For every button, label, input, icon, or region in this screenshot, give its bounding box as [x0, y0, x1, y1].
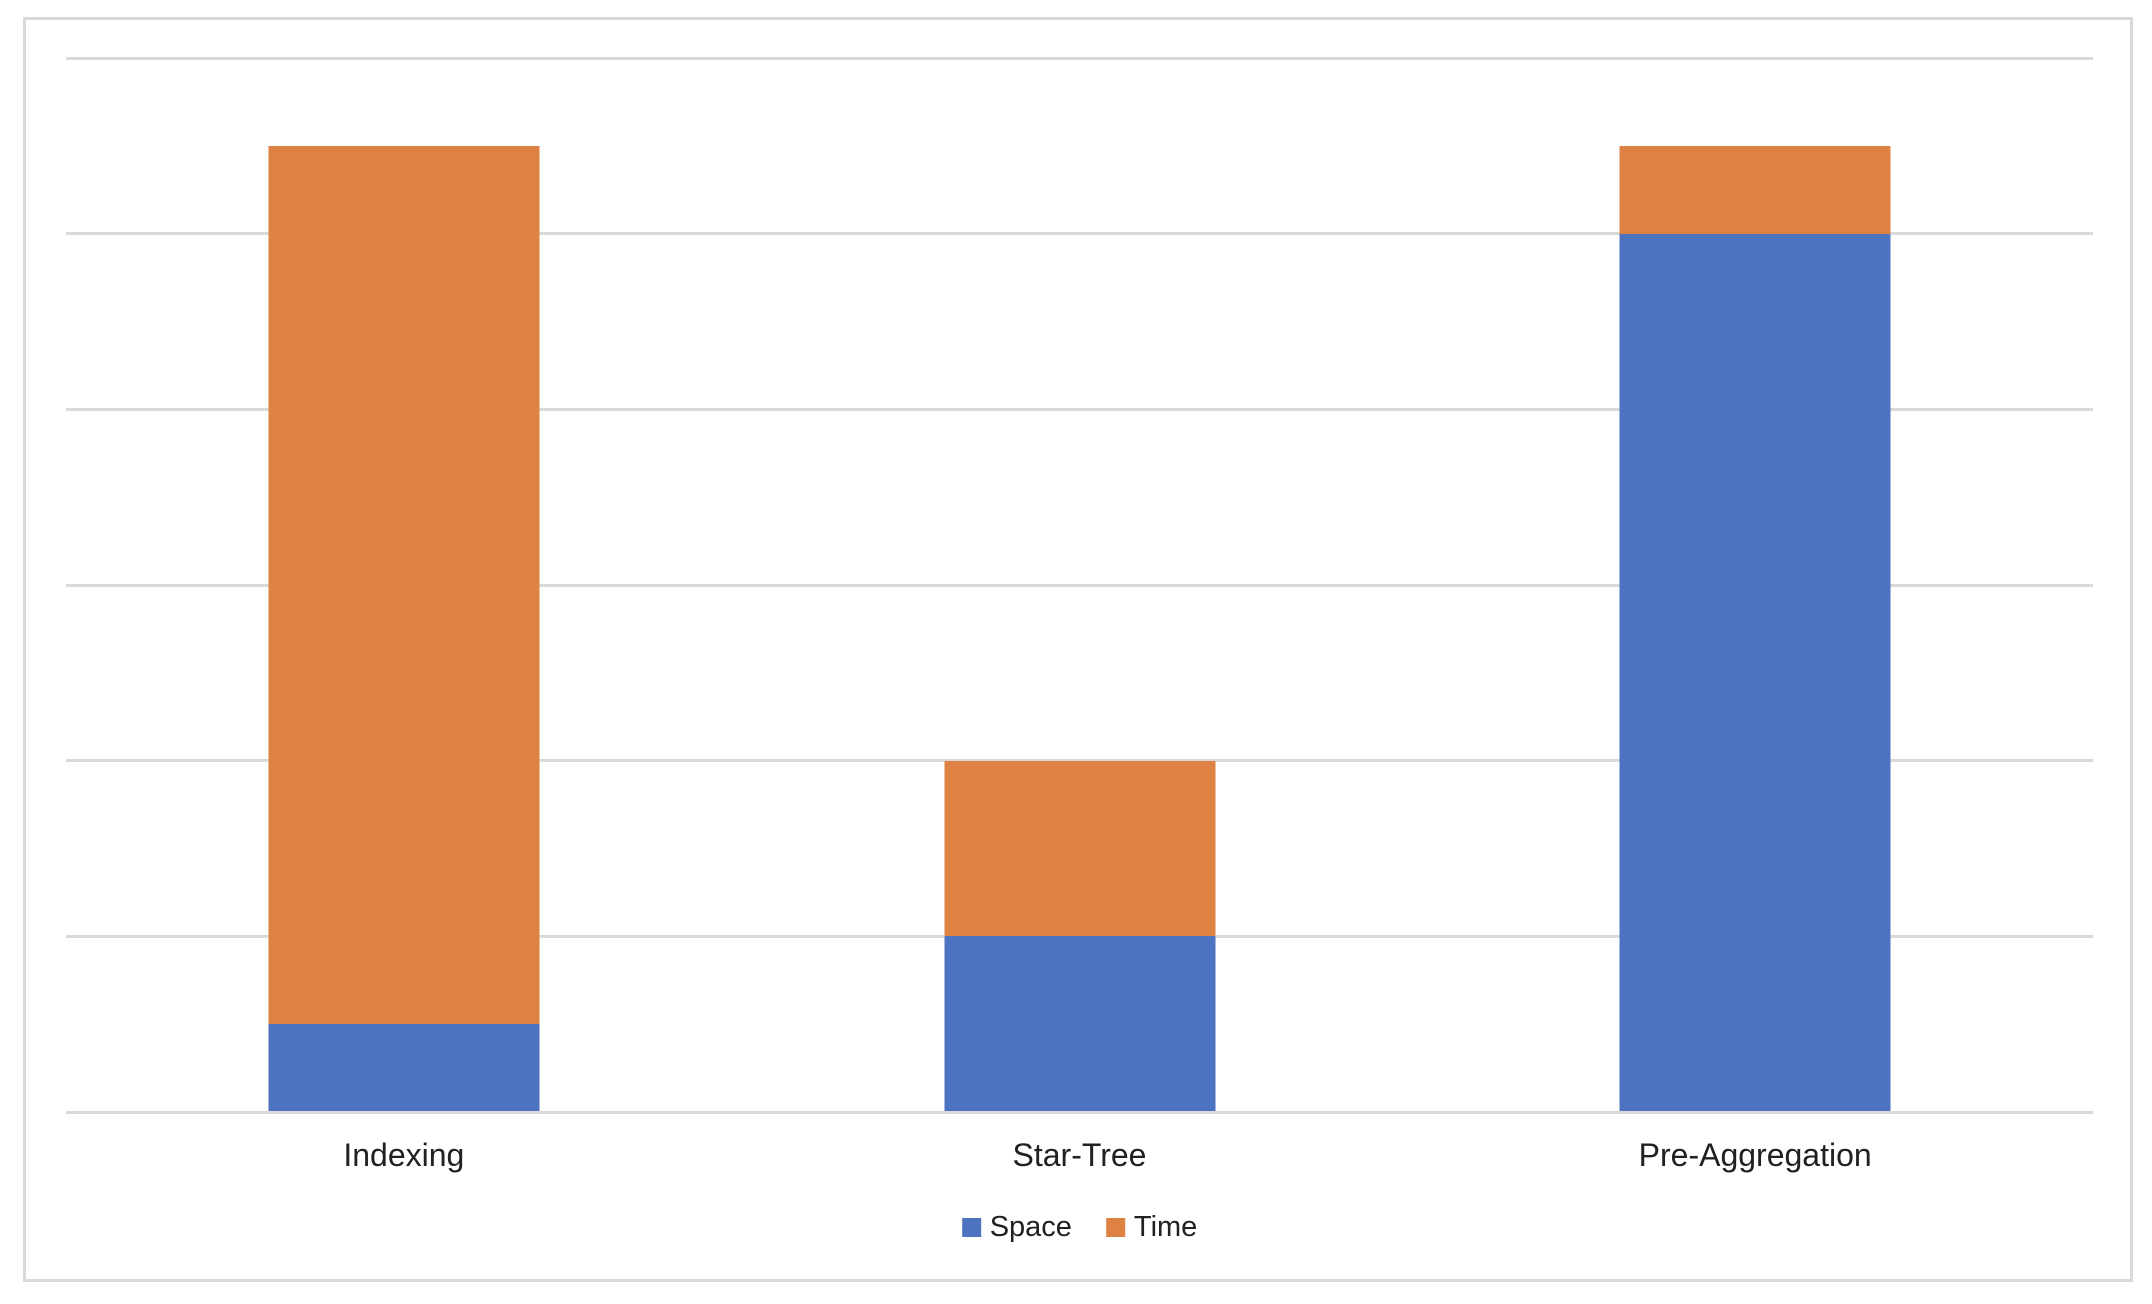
bar-segment-time-indexing	[268, 145, 540, 1025]
legend-swatch-space-icon	[961, 1217, 981, 1237]
chart-legend: Space Time	[961, 1210, 1198, 1244]
x-axis-label-pre-aggregation: Pre-Aggregation	[1638, 1137, 1872, 1173]
bar-segment-time-pre-aggregation	[1619, 145, 1891, 234]
legend-swatch-time-icon	[1105, 1217, 1125, 1237]
gridline	[66, 583, 2093, 587]
x-axis-label-indexing: Indexing	[343, 1137, 465, 1173]
bar-segment-space-star-tree	[944, 936, 1215, 1112]
legend-item-space: Space	[961, 1210, 1072, 1244]
legend-label-space: Space	[989, 1211, 1072, 1243]
x-axis-label-star-tree: Star-Tree	[1012, 1137, 1147, 1173]
x-axis-line	[66, 1110, 2093, 1114]
gridline	[66, 759, 2093, 763]
legend-label-time: Time	[1133, 1211, 1198, 1243]
bar-segment-space-pre-aggregation	[1619, 233, 1891, 1112]
bar-segment-space-indexing	[268, 1024, 540, 1112]
chart-frame: Space Time Indexing Star-Tree Pre-Aggregat…	[23, 17, 2133, 1282]
plot-area: Space Time Indexing Star-Tree Pre-Aggregat…	[66, 56, 2093, 1243]
gridline	[66, 407, 2093, 411]
gridline	[66, 232, 2093, 236]
gridline	[66, 56, 2093, 60]
bar-segment-time-star-tree	[944, 760, 1215, 937]
legend-item-time: Time	[1105, 1210, 1198, 1244]
